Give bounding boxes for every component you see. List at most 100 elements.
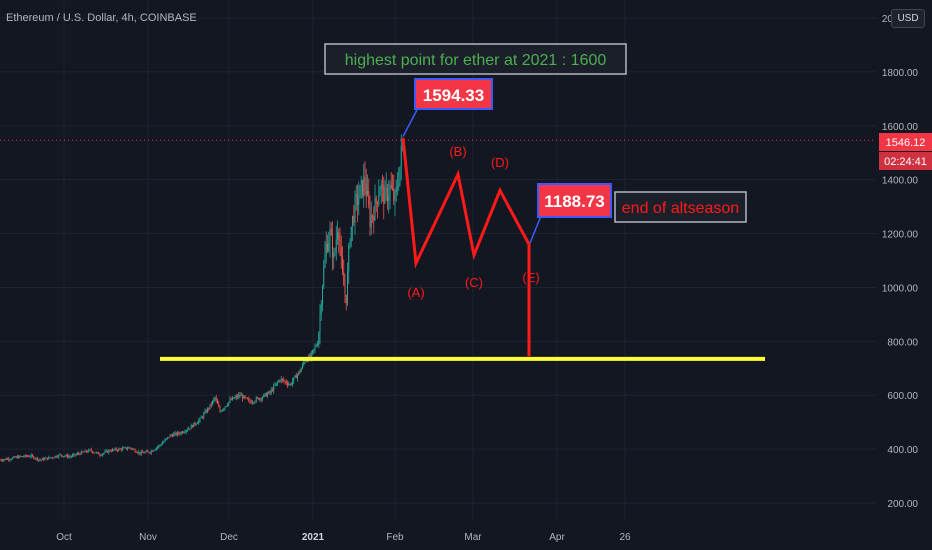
candle-body	[158, 445, 160, 447]
wave-label: (A)	[407, 285, 424, 300]
wave-label: (B)	[449, 144, 466, 159]
candle-body	[117, 450, 118, 451]
candle-body	[187, 429, 188, 431]
candle-body	[20, 456, 22, 457]
candle-body	[384, 188, 386, 204]
candle-body	[185, 430, 187, 432]
candle-body	[300, 368, 302, 372]
candle-body	[82, 451, 83, 453]
candle-body	[149, 452, 151, 454]
candle-body	[75, 454, 77, 456]
highest-point-note[interactable]: highest point for ether at 2021 : 1600	[324, 43, 627, 75]
candle-body	[167, 437, 168, 439]
candle-body	[0, 459, 1, 461]
peak-connector	[402, 107, 419, 137]
candle-body	[393, 188, 395, 201]
candle-body	[243, 395, 245, 399]
candle-body	[55, 456, 57, 458]
candle-body	[328, 242, 330, 251]
candle-body	[234, 397, 236, 399]
time-tick-label: Feb	[386, 532, 404, 543]
end-of-altseason-note[interactable]: end of altseason	[614, 191, 747, 223]
candle-body	[212, 400, 213, 405]
candle-body	[282, 378, 283, 380]
candle-body	[174, 432, 176, 435]
candle-body	[335, 239, 337, 252]
candle-body	[29, 456, 31, 458]
candle-body	[18, 455, 20, 459]
candle-body	[268, 391, 270, 394]
candle-body	[228, 401, 230, 405]
candle-body	[84, 450, 86, 453]
candle-body	[124, 447, 126, 449]
target-price-badge[interactable]: 1188.73	[537, 183, 612, 218]
candle-body	[64, 455, 66, 457]
candle-body	[298, 371, 300, 375]
candle-body	[105, 450, 107, 452]
time-tick-label: Apr	[549, 532, 565, 543]
peak-price-text: 1594.33	[423, 86, 484, 105]
candle-body	[97, 452, 98, 454]
candle-body	[398, 183, 400, 187]
candle-body	[162, 442, 163, 445]
wave-label: (C)	[465, 275, 483, 290]
candle-body	[367, 190, 368, 196]
candle-body	[95, 452, 97, 454]
elliott-wave-path[interactable]	[401, 137, 531, 357]
candle-body	[33, 456, 35, 459]
candle-body	[74, 454, 76, 456]
candle-body	[315, 345, 317, 347]
candle-body	[13, 456, 15, 458]
price-tick-label: 1400.00	[882, 176, 919, 187]
candle-body	[65, 455, 67, 456]
candle-body	[39, 459, 41, 461]
peak-price-badge[interactable]: 1594.33	[414, 78, 493, 110]
price-tick-label: 1200.00	[882, 230, 919, 241]
current-price-value: 1546.12	[886, 137, 926, 149]
candle-body	[190, 425, 192, 429]
candle-body	[125, 447, 127, 449]
candle-body	[270, 389, 272, 393]
time-axis[interactable]: Oct Nov Dec 2021 Feb Mar Apr 26	[56, 532, 631, 543]
currency-button[interactable]: USD	[891, 9, 925, 28]
candle-body	[30, 455, 32, 457]
candle-body	[137, 452, 138, 454]
candle-body	[210, 404, 212, 406]
candle-body	[154, 449, 156, 451]
candle-body	[344, 285, 346, 295]
candle-body	[230, 399, 232, 401]
candle-body	[120, 448, 122, 450]
candle-body	[258, 397, 260, 400]
candle-body	[14, 456, 16, 458]
symbol-title: Ethereum / U.S. Dollar, 4h, COINBASE	[6, 12, 197, 24]
candle-body	[160, 444, 162, 446]
candle-body	[222, 409, 223, 412]
end-of-altseason-text: end of altseason	[622, 200, 739, 217]
candle-body	[295, 375, 297, 379]
candle-body	[332, 234, 333, 258]
candle-body	[319, 314, 321, 334]
candle-body	[35, 457, 37, 459]
candle-body	[343, 272, 345, 286]
candle-body	[184, 431, 186, 433]
candle-body	[172, 435, 173, 437]
candle-body	[70, 456, 72, 458]
candle-body	[348, 246, 350, 272]
candle-body	[275, 383, 277, 386]
candle-body	[297, 374, 298, 379]
candle-body	[318, 333, 320, 345]
candle-body	[104, 451, 106, 454]
candle-body	[369, 204, 371, 228]
candle-series	[0, 134, 403, 463]
candle-body	[360, 180, 362, 186]
candle-body	[23, 456, 25, 458]
candle-body	[377, 201, 378, 205]
candle-body	[219, 406, 221, 412]
price-tick-label: 1600.00	[882, 122, 919, 133]
candle-body	[10, 459, 12, 460]
candle-body	[155, 447, 157, 450]
candle-body	[302, 364, 303, 369]
candle-body	[313, 349, 315, 351]
time-tick-label: Mar	[464, 532, 482, 543]
